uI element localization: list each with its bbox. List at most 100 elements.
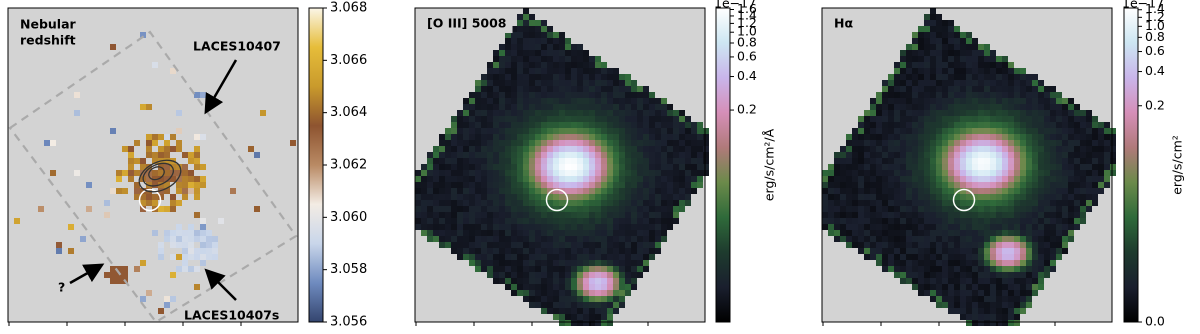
pixel [894, 206, 900, 212]
pixel [146, 104, 152, 110]
pixel [577, 308, 583, 314]
pixel [511, 86, 517, 92]
pixel [1050, 206, 1056, 212]
pixel [936, 152, 942, 158]
pixel [1020, 308, 1026, 314]
pixel [679, 152, 685, 158]
pixel [565, 320, 571, 326]
pixel [523, 8, 529, 14]
pixel [936, 278, 942, 284]
pixel [553, 134, 559, 140]
pixel [541, 104, 547, 110]
pixel [1074, 224, 1080, 230]
pixel [475, 248, 481, 254]
pixel [1044, 236, 1050, 242]
pixel [547, 254, 553, 260]
pixel [1044, 158, 1050, 164]
pixel [1020, 290, 1026, 296]
pixel [924, 146, 930, 152]
pixel [463, 248, 469, 254]
pixel [475, 206, 481, 212]
pixel [840, 188, 846, 194]
pixel [469, 104, 475, 110]
pixel [948, 140, 954, 146]
pixel [1008, 134, 1014, 140]
pixel [906, 266, 912, 272]
pixel [1080, 146, 1086, 152]
pixel [1104, 134, 1110, 140]
pixel [517, 98, 523, 104]
pixel [1086, 152, 1092, 158]
pixel [954, 260, 960, 266]
pixel [511, 134, 517, 140]
pixel [559, 272, 565, 278]
pixel [655, 104, 661, 110]
pixel [1038, 122, 1044, 128]
pixel [415, 200, 421, 206]
pixel [655, 200, 661, 206]
pixel [619, 284, 625, 290]
pixel [631, 176, 637, 182]
pixel [601, 314, 607, 320]
pixel [523, 170, 529, 176]
pixel [918, 68, 924, 74]
pixel [936, 98, 942, 104]
pixel [529, 170, 535, 176]
pixel [457, 224, 463, 230]
pixel [463, 134, 469, 140]
pixel [649, 248, 655, 254]
pixel [583, 194, 589, 200]
pixel [559, 290, 565, 296]
pixel [637, 110, 643, 116]
pixel [469, 170, 475, 176]
pixel [583, 128, 589, 134]
pixel [559, 284, 565, 290]
pixel [1020, 170, 1026, 176]
pixel [146, 140, 152, 146]
pixel [1074, 164, 1080, 170]
pixel [1044, 206, 1050, 212]
pixel [1080, 188, 1086, 194]
pixel [637, 200, 643, 206]
pixel [990, 122, 996, 128]
pixel [541, 116, 547, 122]
pixel [966, 140, 972, 146]
pixel [1014, 254, 1020, 260]
pixel [912, 56, 918, 62]
pixel [643, 224, 649, 230]
pixel [188, 230, 194, 236]
pixel [140, 260, 146, 266]
pixel [553, 308, 559, 314]
pixel [457, 188, 463, 194]
pixel [984, 182, 990, 188]
pixel [637, 206, 643, 212]
pixel [954, 38, 960, 44]
pixel [661, 140, 667, 146]
pixel [828, 212, 834, 218]
pixel [505, 266, 511, 272]
pixel [870, 182, 876, 188]
pixel [535, 140, 541, 146]
pixel [421, 182, 427, 188]
pixel [637, 134, 643, 140]
pixel [535, 92, 541, 98]
pixel [1020, 128, 1026, 134]
pixel [972, 278, 978, 284]
pixel [954, 50, 960, 56]
pixel [571, 170, 577, 176]
pixel [1014, 320, 1020, 326]
pixel [589, 176, 595, 182]
pixel [930, 44, 936, 50]
pixel [631, 188, 637, 194]
pixel [589, 314, 595, 320]
pixel [1050, 152, 1056, 158]
pixel [1002, 320, 1008, 326]
pixel [1038, 164, 1044, 170]
pixel [481, 230, 487, 236]
pixel [984, 98, 990, 104]
pixel [523, 14, 529, 20]
pixel [1014, 194, 1020, 200]
pixel [583, 206, 589, 212]
pixel [679, 164, 685, 170]
